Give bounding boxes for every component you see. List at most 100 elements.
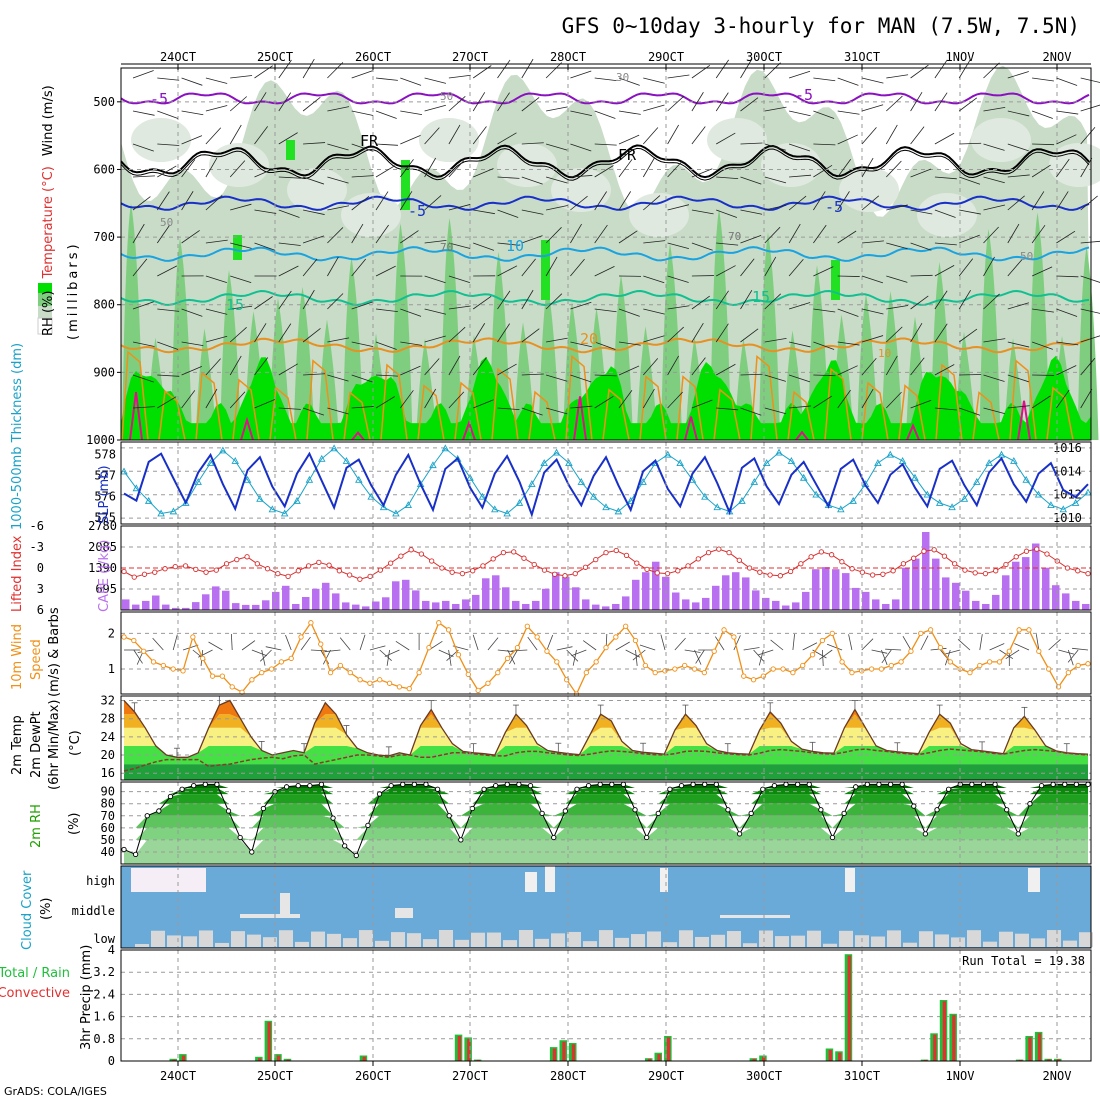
wind-barb [691,323,704,343]
wind-barb [788,70,811,79]
rh-contour-orange [454,381,482,441]
wind-barb [667,305,690,310]
date-label-top: 28OCT [550,50,586,64]
rh2m-line-marker [562,808,568,814]
cloud-low-bar [567,931,581,947]
upper-ylabel-units: (millibars) [66,241,81,340]
cloud-level-label: middle [72,904,115,918]
lifted-index-line-marker [1075,568,1081,574]
lifted-index-line-marker [675,568,681,574]
thickness-slp-background [121,442,1091,524]
wind-barb [278,92,292,112]
rh2m-line-marker [725,807,731,813]
wind10m-barb [885,648,902,651]
cape-bar [752,590,760,610]
cape-bar [1012,561,1020,610]
wind-barb [278,209,300,218]
thickness-line-marker [664,450,672,458]
thickness-line-marker [1071,499,1080,506]
wind10m-barb [635,649,638,666]
wind10m-speed-line-marker [672,666,678,672]
temp2m-ylabel-2: 2m DewPt [29,711,44,778]
wind10m-speed-line-marker [318,641,324,647]
date-label-top: 31OCT [844,50,880,64]
wind10m-speed-line-marker [209,673,216,679]
wind-barb [789,110,811,117]
wind-barb [861,358,877,376]
precip-convective-bar [657,1054,661,1061]
rh2m-line-marker [1004,807,1010,813]
temp2m-tick-label: 20 [101,748,115,762]
wind-barb [886,242,908,250]
thickness-line-marker [750,478,759,485]
thickness-line-marker [812,490,820,498]
rh-contour-magenta [684,416,698,441]
wind-barb [837,341,860,346]
lifted-index-line-marker [757,569,763,575]
wind-barb [813,374,836,377]
wind10m-speed-line-marker [829,630,835,637]
cloud-mid-block [240,914,300,918]
cloud-low-bar [583,941,597,947]
rh-area-pale [1049,143,1100,187]
cape-bar [382,597,390,610]
rh2m-line-marker [934,807,940,813]
cape-bar [912,558,920,610]
wind10m-speed-line-marker [947,659,953,665]
wind10m-barb [322,649,331,665]
rh2m-line-marker [690,781,696,788]
cloud-ylabel-units: (%) [39,898,54,921]
wind-barb [1056,341,1079,346]
wind-barb [375,110,397,119]
cape-bar [1032,543,1040,610]
wind10m-barb [395,640,410,651]
wind10m-speed-line-marker [741,673,747,679]
rh-contour-orange [639,375,667,441]
wind10m-barb [527,636,538,651]
cape-bar [132,604,140,610]
thickness-ylabel: 1000-500mb Thickness (dm) [10,343,25,530]
wind-barb [521,142,544,145]
wind-barb [716,363,736,376]
lifted-index-line-marker [1023,548,1030,554]
rh-contour-orange [232,378,260,441]
wind10m-barb [1048,638,1061,651]
wind10m-barb [615,641,630,651]
wind10m-speed-line-marker [268,666,275,672]
lifted-tick-label: -6 [30,519,44,533]
precip-convective-bar [1037,1033,1042,1062]
rh-area-pale [839,168,899,212]
wind-barb [788,374,811,383]
rh-legend-light [38,306,52,318]
cloud-low-bar [487,932,501,947]
wind10m-speed-line-marker [790,669,796,676]
pressure-tick-label: 500 [93,95,115,109]
upper-wind-barbs [132,58,1100,416]
wind-barb [1031,191,1045,211]
date-label-top: 25OCT [257,50,293,64]
wind-barb [886,305,909,310]
contour-label: 50 [1020,250,1033,263]
wind10m-tick-label: 2 [108,626,115,640]
rh-contour-orange [1046,386,1074,441]
thickness-line-marker [701,492,709,500]
cloud-ylabel: Cloud Cover [20,870,35,950]
wind10m-barb [198,649,213,658]
wind-barb [958,58,971,79]
precip-frame [120,949,1092,1062]
precip-legend-convective: Convective [0,986,70,1001]
wind-barb [910,168,932,178]
rh-band [124,784,1088,788]
cape-bar [162,604,170,610]
contour-label: 15 [226,296,244,314]
cloud-low-bar [679,930,693,947]
precip-convective-bar [277,1055,281,1061]
wind10m-ylabel-2: Speed [29,639,44,680]
wind-barb [594,395,614,409]
credit-label: GrADS: COLA/IGES [4,1085,107,1098]
rh-area-mid [538,282,560,440]
contour-label: 20 [580,330,598,348]
cape-bar [222,590,230,610]
cloud-low-bar [439,930,453,947]
thickness-line-marker [404,501,413,509]
